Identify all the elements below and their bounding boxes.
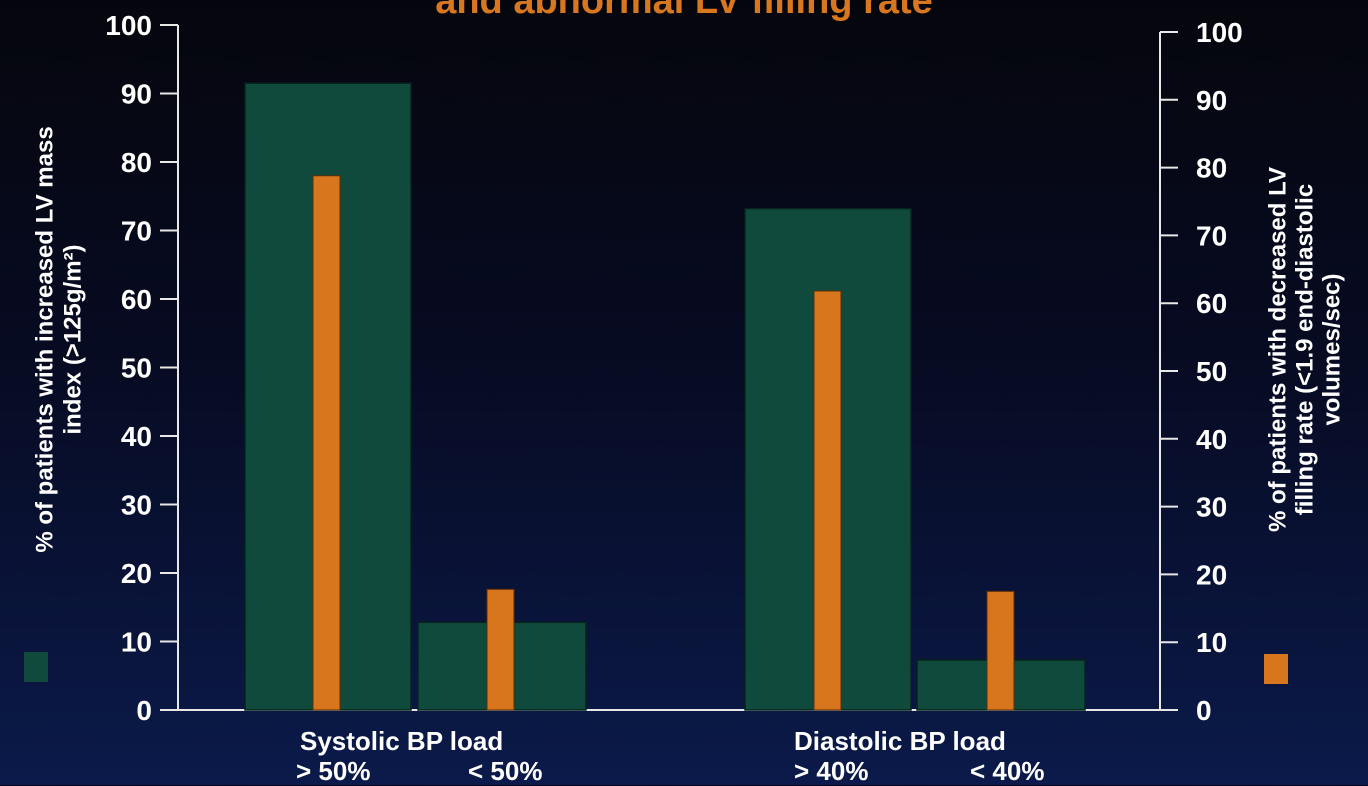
right-axis-label-line2: filling rate (<1.9 end-diastolic xyxy=(1291,183,1319,516)
right-tick-label: 60 xyxy=(1196,288,1227,319)
orange-bar-diastolic-gt40 xyxy=(813,290,842,711)
left-tick-label: 60 xyxy=(121,284,152,315)
left-tick-label: 80 xyxy=(121,147,152,178)
right-tick-label: 40 xyxy=(1196,424,1227,455)
legend-swatch-green xyxy=(24,652,48,682)
sublabel-systolic-gt50: > 50% xyxy=(296,756,371,786)
left-tick-label: 50 xyxy=(121,353,152,384)
left-tick-label: 100 xyxy=(105,10,152,41)
orange-bar-systolic-lt50 xyxy=(486,588,515,711)
left-axis-label-line1: % of patients with increased LV mass xyxy=(31,126,59,553)
chart-title: and abnormal LV filling rate xyxy=(435,0,933,22)
left-tick-label: 40 xyxy=(121,421,152,452)
right-tick-label: 20 xyxy=(1196,559,1227,590)
right-tick-label: 90 xyxy=(1196,85,1227,116)
left-tick-label: 0 xyxy=(136,695,152,726)
right-tick-label: 50 xyxy=(1196,356,1227,387)
orange-bar-diastolic-lt40 xyxy=(986,590,1015,711)
left-tick-label: 30 xyxy=(121,490,152,521)
left-tick-label: 10 xyxy=(121,627,152,658)
right-tick-label: 80 xyxy=(1196,153,1227,184)
right-tick-label: 10 xyxy=(1196,627,1227,658)
orange-bar-systolic-gt50 xyxy=(312,175,341,711)
left-axis-label-line2: index (>125g/m²) xyxy=(59,244,87,435)
right-axis-label-line3: volumes/sec) xyxy=(1318,273,1346,426)
right-tick-label: 30 xyxy=(1196,492,1227,523)
sublabel-diastolic-gt40: > 40% xyxy=(794,756,869,786)
left-tick-label: 20 xyxy=(121,558,152,589)
right-tick-label: 70 xyxy=(1196,220,1227,251)
legend-swatch-orange xyxy=(1264,654,1288,684)
left-tick-label: 70 xyxy=(121,216,152,247)
group-label-systolic: Systolic BP load xyxy=(300,726,504,756)
left-tick-label: 90 xyxy=(121,79,152,110)
group-label-diastolic: Diastolic BP load xyxy=(794,726,1006,756)
right-tick-label: 0 xyxy=(1196,695,1212,726)
right-axis-label-line1: % of patients with decreased LV xyxy=(1264,167,1292,532)
sublabel-systolic-lt50: < 50% xyxy=(468,756,543,786)
right-tick-label: 100 xyxy=(1196,17,1243,48)
sublabel-diastolic-lt40: < 40% xyxy=(970,756,1045,786)
